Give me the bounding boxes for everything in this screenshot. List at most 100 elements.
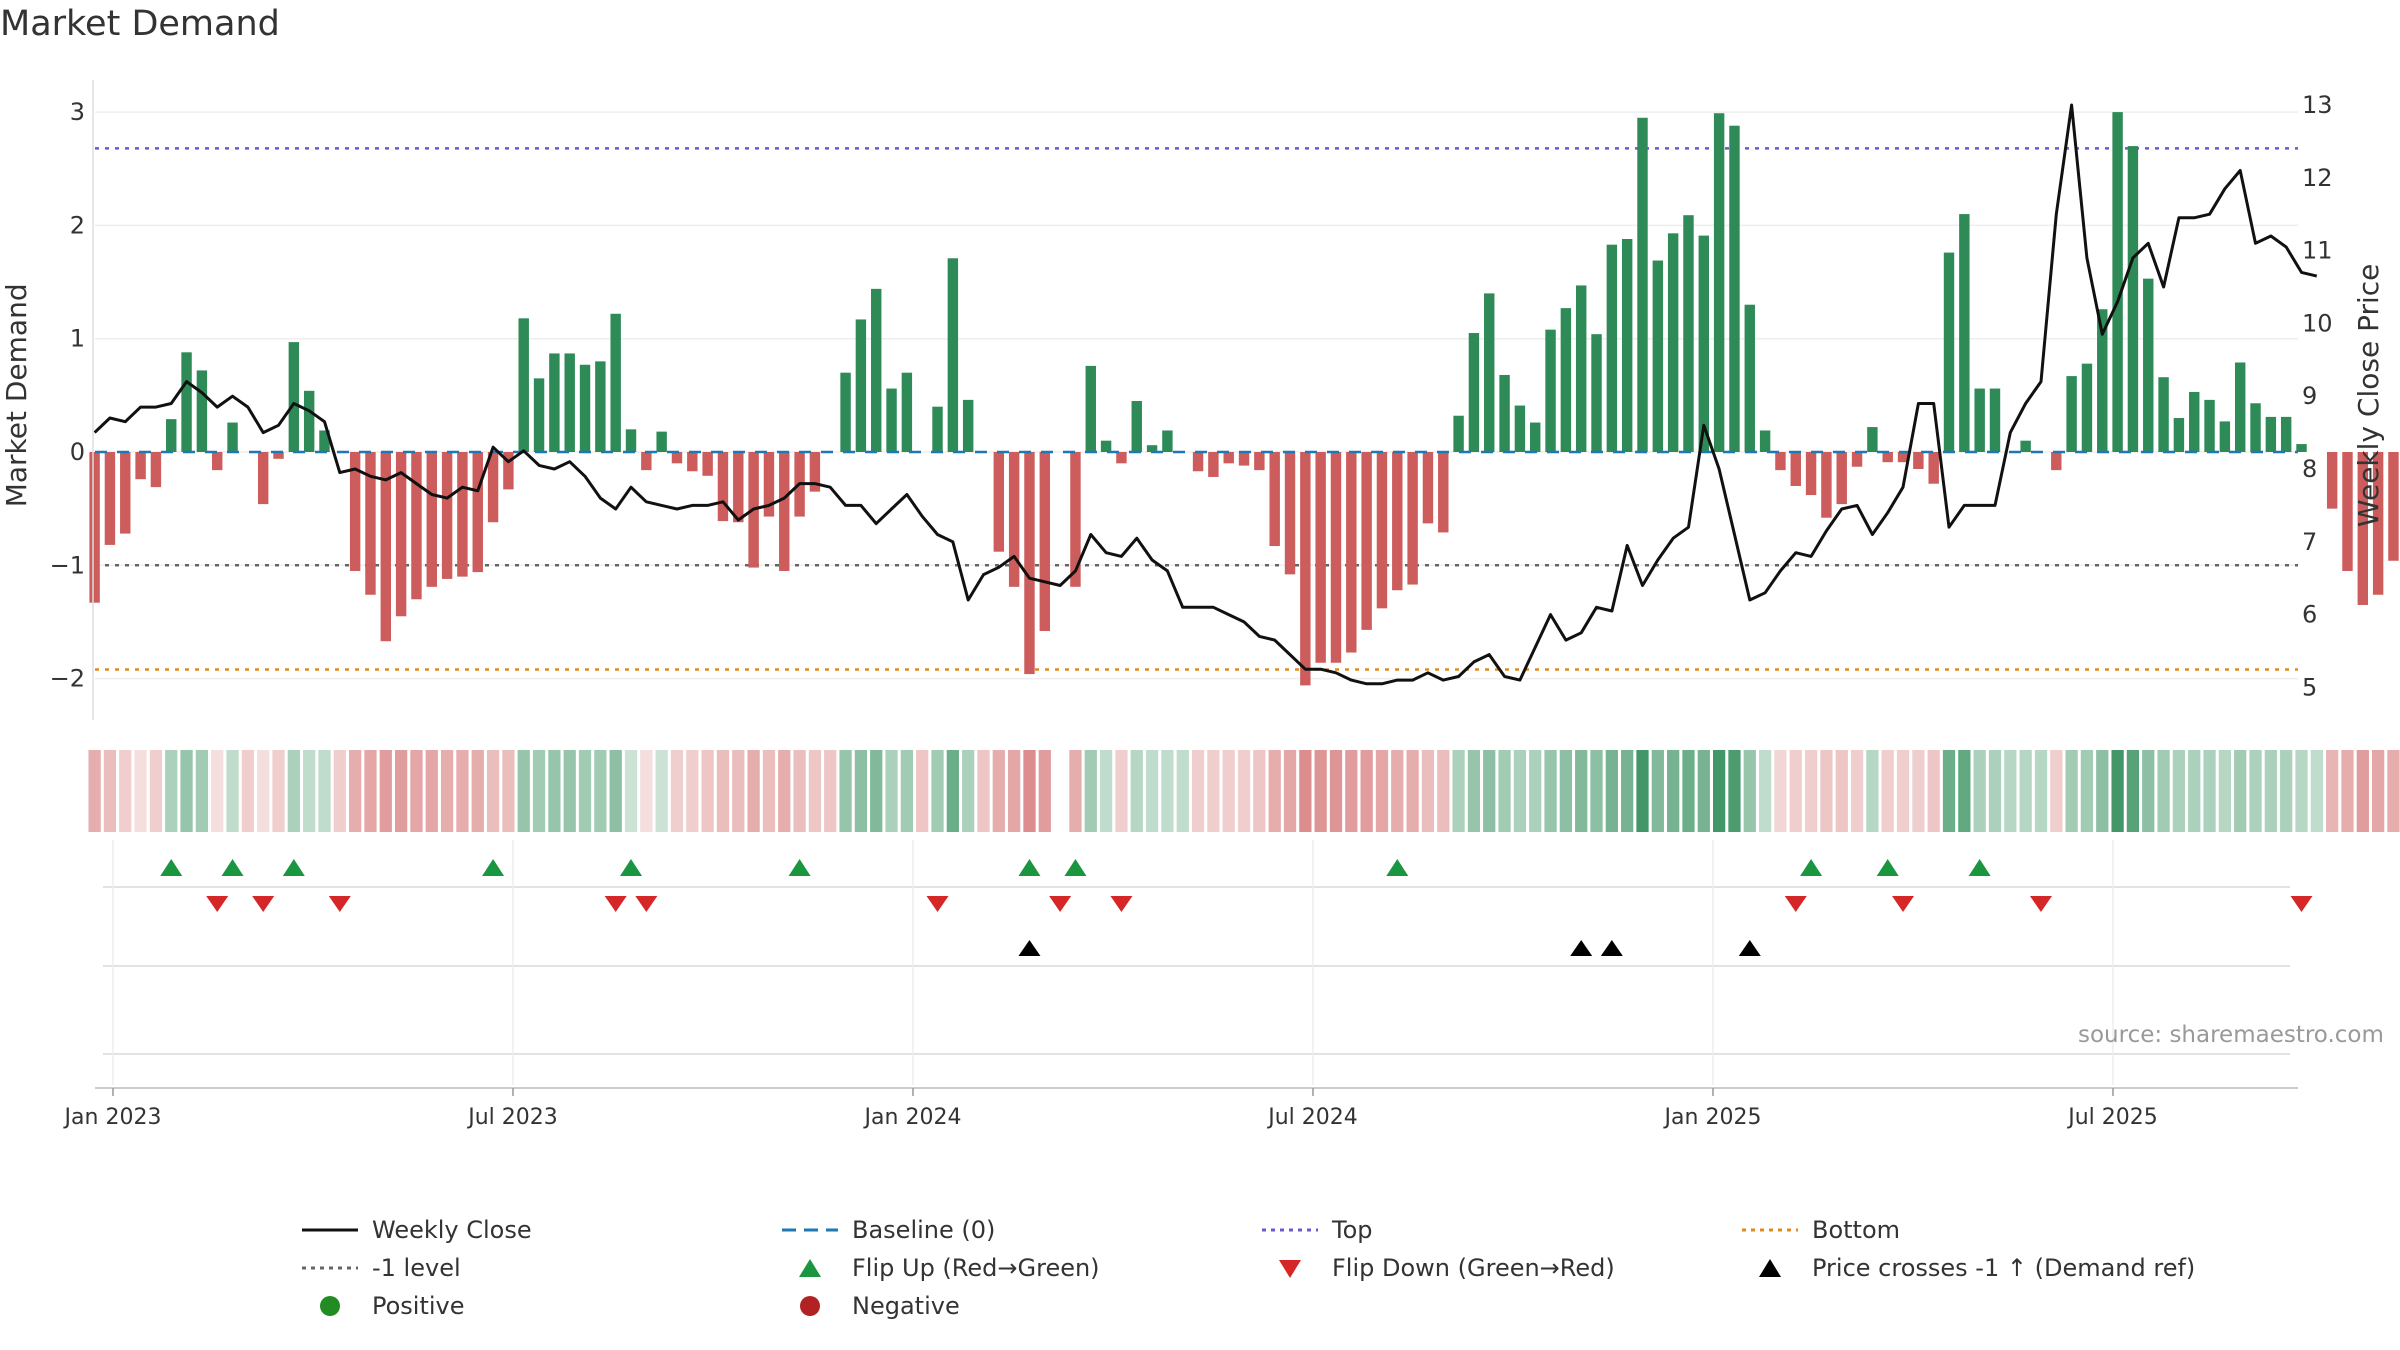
heat-cell [808,750,822,832]
weekly-close-line [93,103,2318,686]
demand-bar [457,452,468,577]
heat-cell [1406,750,1419,832]
demand-bar [1346,452,1357,653]
y2-tick-label: 13 [2302,91,2333,119]
demand-bar [2173,418,2185,452]
heat-cell [2111,750,2124,832]
demand-bar [641,452,652,471]
heat-cell [885,750,898,832]
legend-symbol [1740,1217,1800,1243]
demand-bar [1039,452,1051,632]
demand-bar [702,452,713,476]
demand-bar [1836,452,1847,505]
heat-cell [2295,750,2308,832]
heat-cell [1988,750,2002,832]
heat-cell [1820,750,1833,832]
legend-item-level: -1 level [300,1254,461,1282]
demand-bar [1484,293,1495,452]
demand-bar [303,390,315,452]
heat-cell [456,750,469,832]
demand-bar [671,452,683,464]
heat-cell [1912,750,1925,832]
demand-bars [89,112,2399,686]
demand-bar [196,370,208,452]
demand-bar [1131,401,1142,452]
legend-item-flip-down: Flip Down (Green→Red) [1260,1254,1615,1282]
x-axis: Jan 2023 Jul 2023 Jan 2024 Jul 2024 Jan 2025… [63,1087,2298,1130]
heat-cell [1682,750,1695,832]
heat-cell [1391,750,1404,832]
y-tick-label: 1 [70,325,85,353]
y-axis-label: Market Demand [0,283,33,507]
demand-bar [2158,377,2169,452]
heat-cell [1881,750,1894,832]
demand-bar [1637,117,1648,452]
source-credit: source: sharemaestro.com [2078,1022,2384,1048]
heat-cell [563,750,576,832]
y2-tick-label: 8 [2302,455,2317,483]
demand-bar [1254,452,1265,471]
legend-item-flip-up: Flip Up (Red→Green) [780,1254,1100,1282]
demand-bar [901,372,913,452]
y2-tick-label: 10 [2302,309,2333,337]
demand-bar [2020,440,2031,452]
legend-label: -1 level [372,1254,461,1282]
heat-cell [900,750,913,832]
demand-bar [1376,452,1388,609]
heat-cell [1866,750,1879,832]
flip-up-marker [482,859,505,876]
heat-cell [2065,750,2078,832]
heat-cell [165,750,178,832]
demand-bar [1422,452,1434,524]
y2-tick-label: 7 [2302,528,2317,556]
demand-bar [533,378,545,452]
demand-bar [886,388,897,452]
heat-cell [1375,750,1389,832]
demand-bar [1989,388,2001,452]
price-cross-marker [1570,940,1593,956]
heat-cell [1774,750,1787,832]
heat-cell [1559,750,1572,832]
demand-bar [1438,452,1449,533]
legend: Weekly Close Baseline (0) Top Bottom -1 … [300,1216,2300,1346]
demand-bar [1024,452,1035,675]
demand-bar [947,258,959,452]
heat-cell [548,750,561,832]
demand-bar [150,452,162,488]
heat-cell [1237,750,1251,832]
flip-up-marker [282,859,305,876]
heat-cell [1345,750,1358,832]
demand-bar [1591,334,1602,452]
heat-cell [103,750,117,832]
demand-bar [212,452,223,471]
heat-cell [1314,750,1327,832]
heat-cell [195,750,209,832]
heat-cell [1758,750,1772,832]
heat-cell [119,750,132,832]
heat-cell [1191,750,1205,832]
heat-cell [1927,750,1940,832]
heat-cell [1084,750,1097,832]
heat-cell [1636,750,1649,832]
demand-bar [2127,146,2139,452]
demand-bar [1867,427,1878,452]
heat-cell [2142,750,2155,832]
heat-cell [1253,750,1266,832]
legend-item-bottom: Bottom [1740,1216,1900,1244]
demand-bar [1790,452,1801,486]
legend-item-baseline: Baseline (0) [780,1216,995,1244]
demand-bar [273,452,284,459]
demand-bar [733,452,744,523]
demand-bar [1744,304,1755,452]
heat-cell [594,750,607,832]
heat-cell [149,750,163,832]
demand-bar [288,342,300,452]
demand-bar [181,352,192,452]
heat-cell [1483,750,1496,832]
heat-cell [1452,750,1465,832]
heat-cell [1329,750,1343,832]
legend-item-top: Top [1260,1216,1373,1244]
heat-cell [1728,750,1741,832]
legend-label: Baseline (0) [852,1216,996,1244]
flip-up-marker [1968,859,1991,876]
